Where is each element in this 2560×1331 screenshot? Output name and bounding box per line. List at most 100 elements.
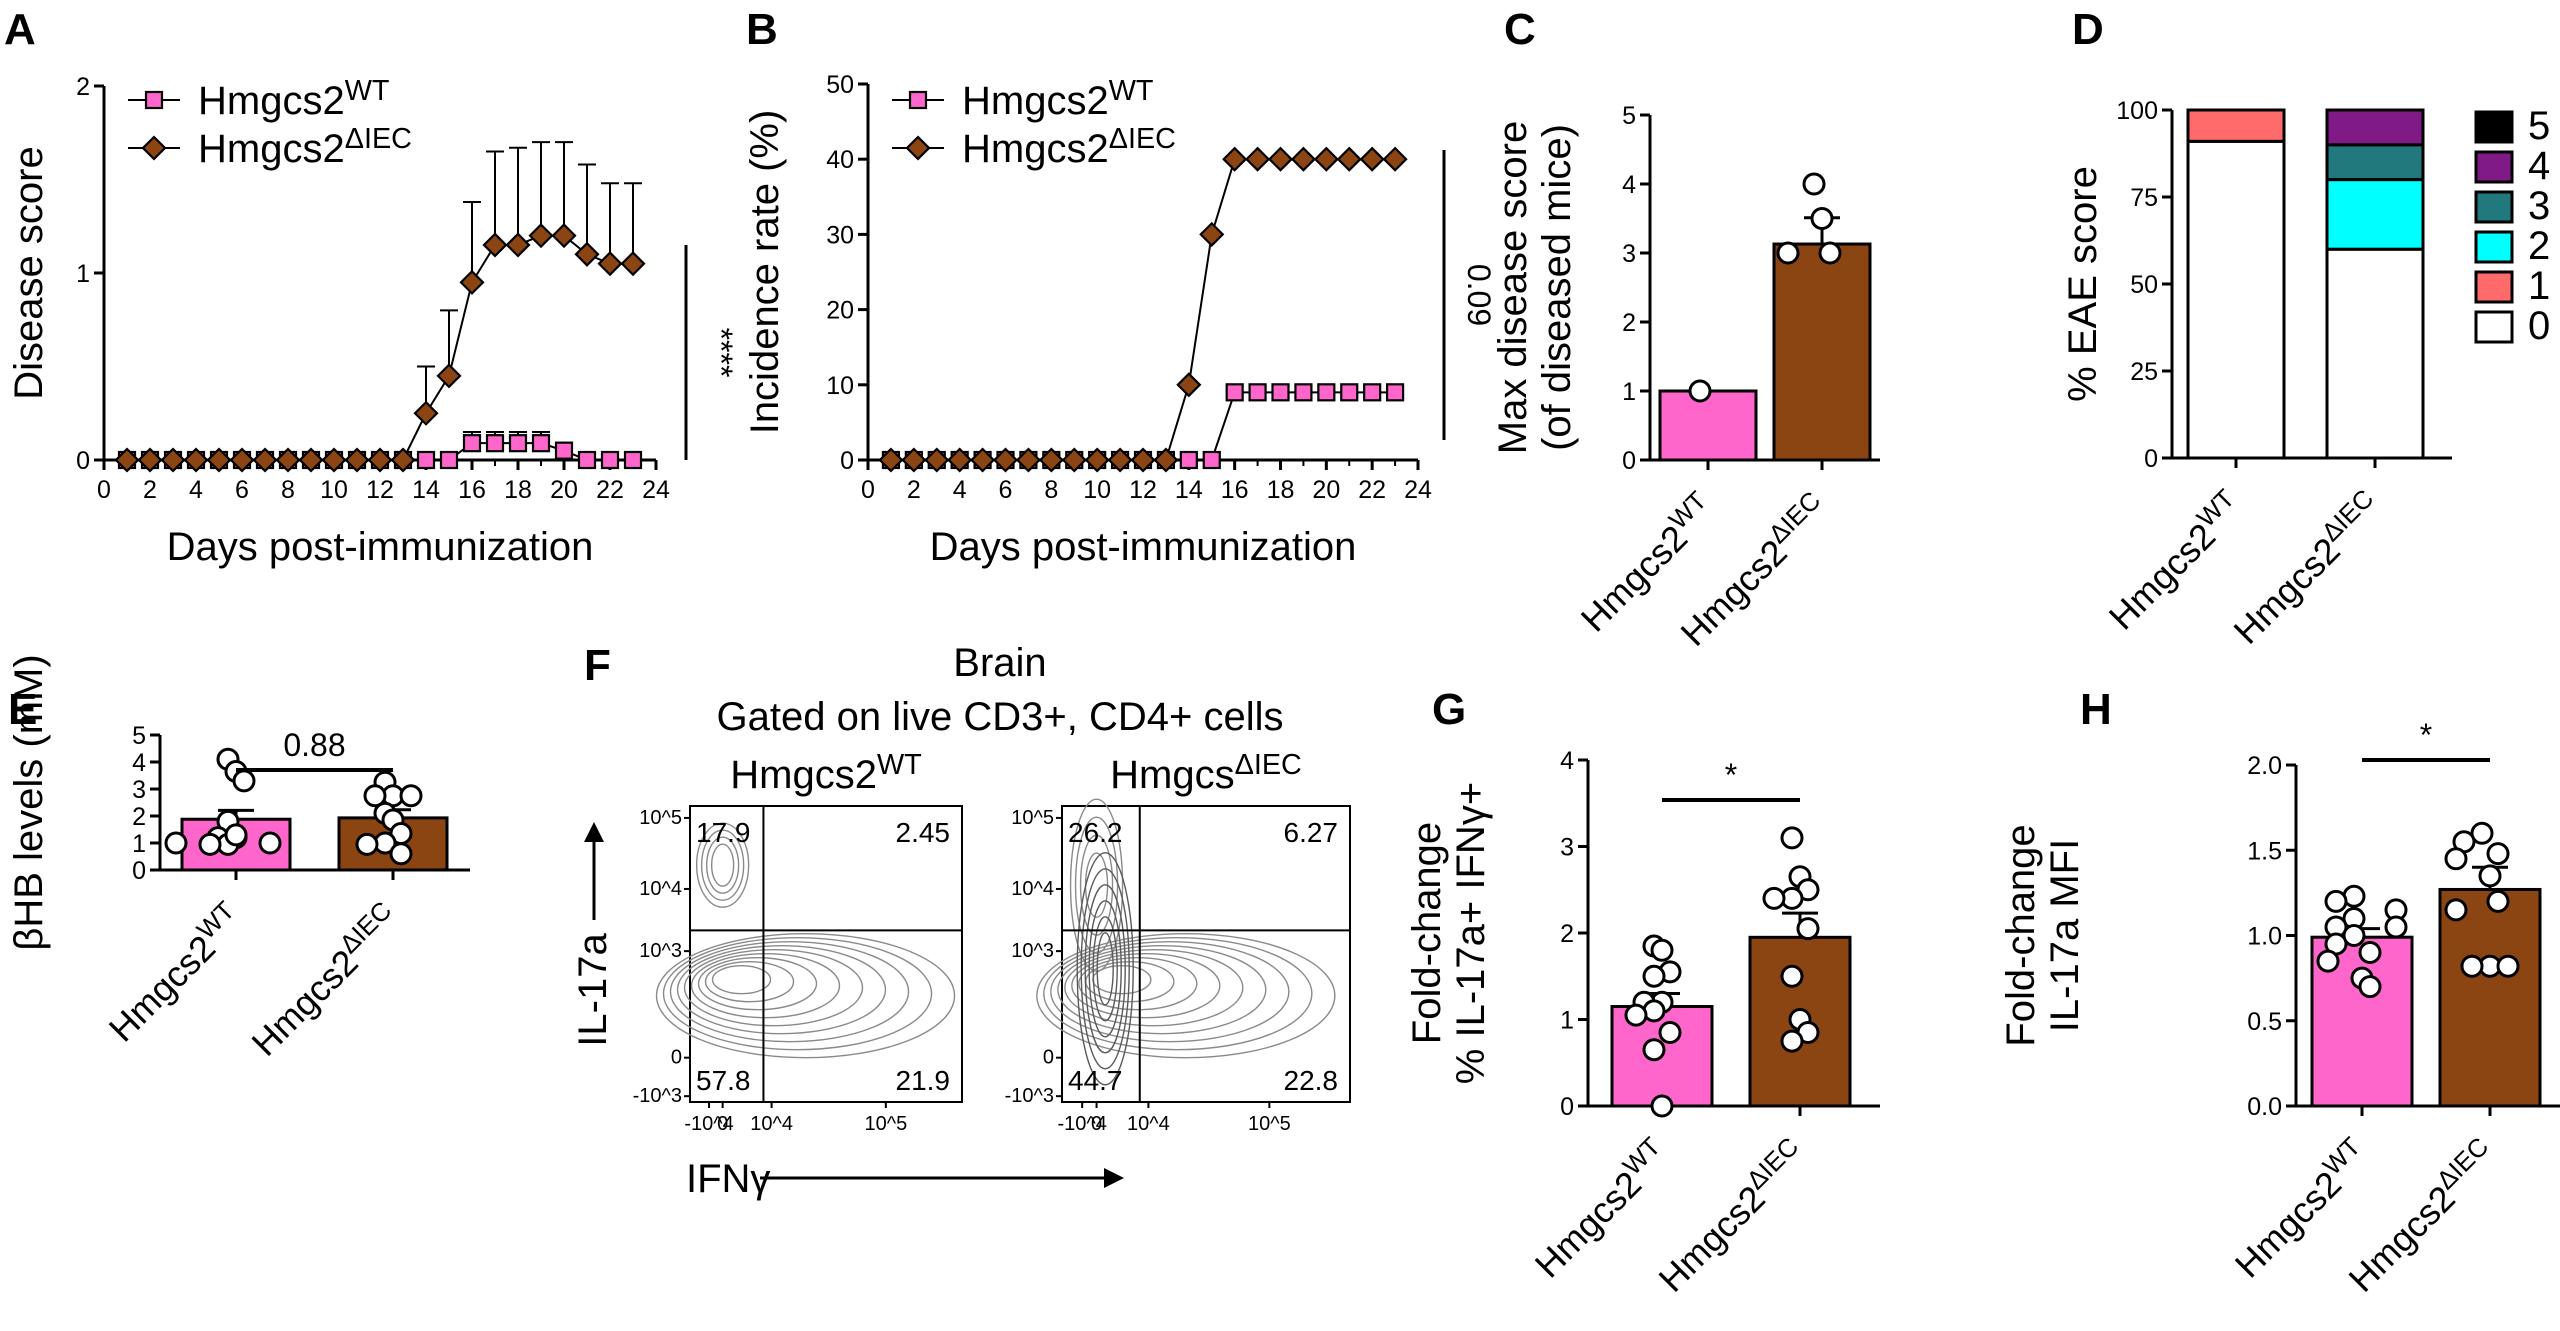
panel-A-x-tick-label: 0 <box>97 476 111 504</box>
panel-C-y-tick-label: 5 <box>1622 102 1636 130</box>
data-point <box>531 434 551 453</box>
data-point <box>1222 146 1248 172</box>
data-point <box>1271 383 1290 402</box>
data-point <box>1179 450 1198 470</box>
panel-G-y-tick-label: 1 <box>1560 1007 1574 1035</box>
data-point <box>2342 924 2366 947</box>
data-point <box>1363 383 1382 402</box>
data-point <box>1245 146 1271 172</box>
data-point <box>1385 383 1405 402</box>
panel-B-y-tick-label: 10 <box>826 372 854 400</box>
contour-line <box>1036 932 1336 1059</box>
series-line <box>127 234 633 461</box>
data-point <box>344 447 370 473</box>
panel-label-B: B <box>746 5 778 54</box>
panel-A-x-tick-label: 6 <box>235 476 249 504</box>
panel-D-y-tick-label: 0 <box>2144 445 2158 473</box>
legend-marker <box>905 135 931 161</box>
data-point <box>1650 1094 1674 1118</box>
data-point <box>298 447 324 473</box>
data-point <box>2460 954 2484 978</box>
data-point <box>1382 146 1408 172</box>
category-label: Hmgcs2ΔIEC <box>241 897 408 1064</box>
data-point <box>114 447 140 473</box>
stack-segment-2 <box>2325 178 2425 251</box>
legend-entry: Hmgcs2ΔIEC <box>962 123 1176 171</box>
data-point <box>1290 146 1316 172</box>
panel-C-y-tick-label: 3 <box>1622 240 1636 268</box>
panel-C-y-label-1: Max disease score <box>1491 121 1535 454</box>
panel-E-y-tick-label: 2 <box>132 803 146 831</box>
legend-marker <box>908 90 928 110</box>
panel-A-x-tick-label: 12 <box>366 476 394 504</box>
panel-label-G: G <box>1432 685 1466 734</box>
data-point <box>600 450 620 470</box>
data-point <box>1199 221 1225 247</box>
panel-A-y-label: Disease score <box>7 146 51 399</box>
panel-C-y-tick-label: 1 <box>1622 378 1636 406</box>
flow-x-tick-label: 0 <box>717 1113 728 1135</box>
contour-line <box>655 932 956 1059</box>
panel-H: H0.00.51.01.52.0Hmgcs2WTHmgcs2ΔIECFold-c… <box>1999 685 2560 1300</box>
data-point <box>2316 949 2340 973</box>
panel-A-x-tick-label: 2 <box>143 476 157 504</box>
quadrant-ll-value: 44.7 <box>1068 1065 1123 1096</box>
data-point <box>2486 889 2510 913</box>
contour-line <box>697 956 818 1011</box>
panel-C-y-tick-label: 4 <box>1622 171 1636 199</box>
panel-A-y-tick-label: 2 <box>76 73 90 101</box>
contour-line <box>1043 936 1313 1051</box>
data-point <box>505 232 531 258</box>
data-point <box>1818 241 1842 265</box>
data-point <box>2324 889 2348 913</box>
contour-line <box>705 836 740 894</box>
data-point <box>2486 842 2510 866</box>
panel-B-x-tick-label: 4 <box>953 476 967 504</box>
series-line <box>890 158 1396 461</box>
panel-G-y-tick-label: 3 <box>1560 834 1574 862</box>
panel-B-x-tick-label: 16 <box>1221 476 1249 504</box>
data-point <box>436 363 462 389</box>
legend-swatch-1 <box>2474 270 2514 304</box>
data-point <box>355 832 379 856</box>
panel-B-y-tick-label: 30 <box>826 221 854 249</box>
contour-line <box>662 936 933 1051</box>
flow-y-tick-label: -10^3 <box>633 1085 682 1107</box>
legend-entry: Hmgcs2WT <box>198 75 389 123</box>
contour-line <box>676 944 887 1035</box>
legend-label: 1 <box>2528 264 2550 308</box>
panel-D-y-tick-label: 75 <box>2130 184 2158 212</box>
contour-line <box>1057 944 1267 1035</box>
panel-G-y-tick-label: 0 <box>1560 1093 1574 1121</box>
significance-label: 0.09 <box>1461 264 1497 326</box>
panel-label-C: C <box>1504 5 1536 54</box>
data-point <box>1796 917 1820 941</box>
panel-E-y-tick-label: 4 <box>132 749 146 777</box>
flow-x-tick-label: 10^4 <box>1127 1113 1170 1135</box>
legend-swatch-4 <box>2474 150 2514 184</box>
data-point <box>1780 1029 1804 1053</box>
stack-segment-3 <box>2325 143 2425 182</box>
contour-line <box>711 964 772 995</box>
significance-label: * <box>2420 717 2432 753</box>
flow-y-tick-label: 10^3 <box>639 940 682 962</box>
panel-H-y-tick-label: 2.0 <box>2247 752 2282 780</box>
panel-D-y-tick-label: 50 <box>2130 271 2158 299</box>
panel-G-y-tick-label: 4 <box>1560 747 1574 775</box>
panel-B-y-tick-label: 0 <box>840 447 854 475</box>
data-point <box>597 251 623 277</box>
data-point <box>224 823 248 847</box>
panel-B-x-tick-label: 2 <box>907 476 921 504</box>
panel-B-y-tick-label: 50 <box>826 71 854 99</box>
contour-line <box>695 822 750 908</box>
panel-B-x-tick-label: 0 <box>861 476 875 504</box>
data-point <box>1061 447 1087 473</box>
stack-segment-0 <box>2325 247 2425 460</box>
data-point <box>2444 898 2468 922</box>
data-point <box>1688 379 1712 403</box>
panel-A-x-tick-label: 10 <box>320 476 348 504</box>
panel-G-y-label-2: % IL-17a+ IFNγ+ <box>1449 782 1493 1084</box>
data-point <box>623 450 643 470</box>
